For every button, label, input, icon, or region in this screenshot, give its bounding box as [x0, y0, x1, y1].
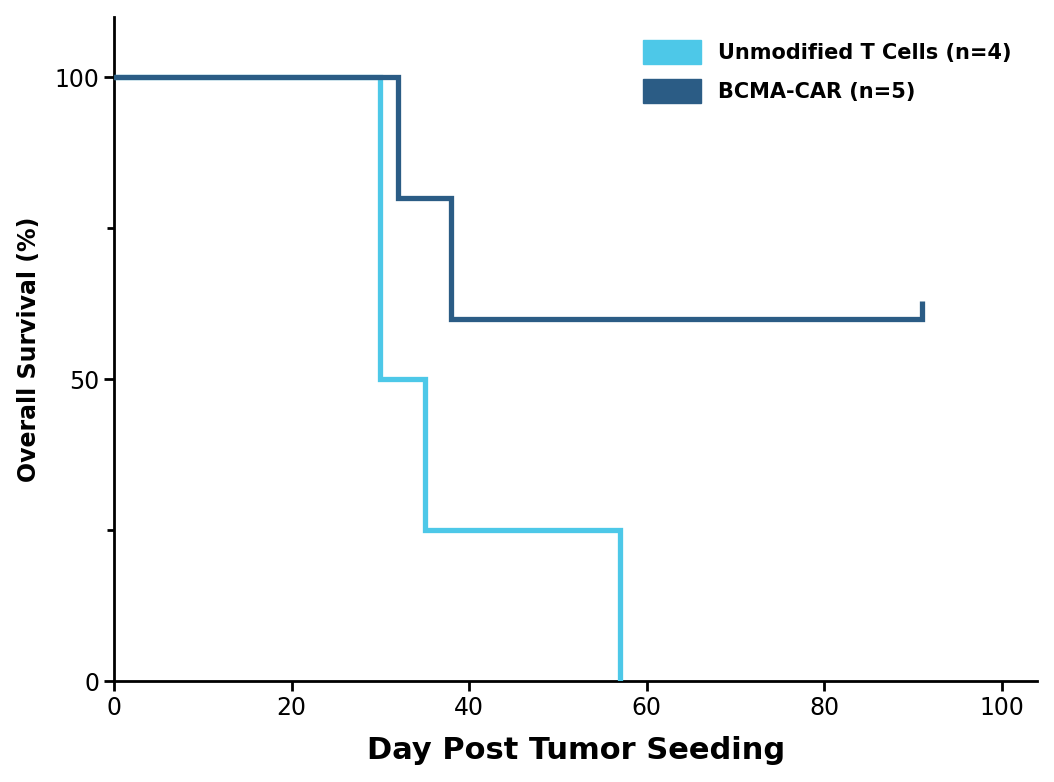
X-axis label: Day Post Tumor Seeding: Day Post Tumor Seeding: [367, 737, 785, 766]
Legend: Unmodified T Cells (n=4), BCMA-CAR (n=5): Unmodified T Cells (n=4), BCMA-CAR (n=5): [635, 31, 1020, 111]
Y-axis label: Overall Survival (%): Overall Survival (%): [17, 216, 41, 482]
